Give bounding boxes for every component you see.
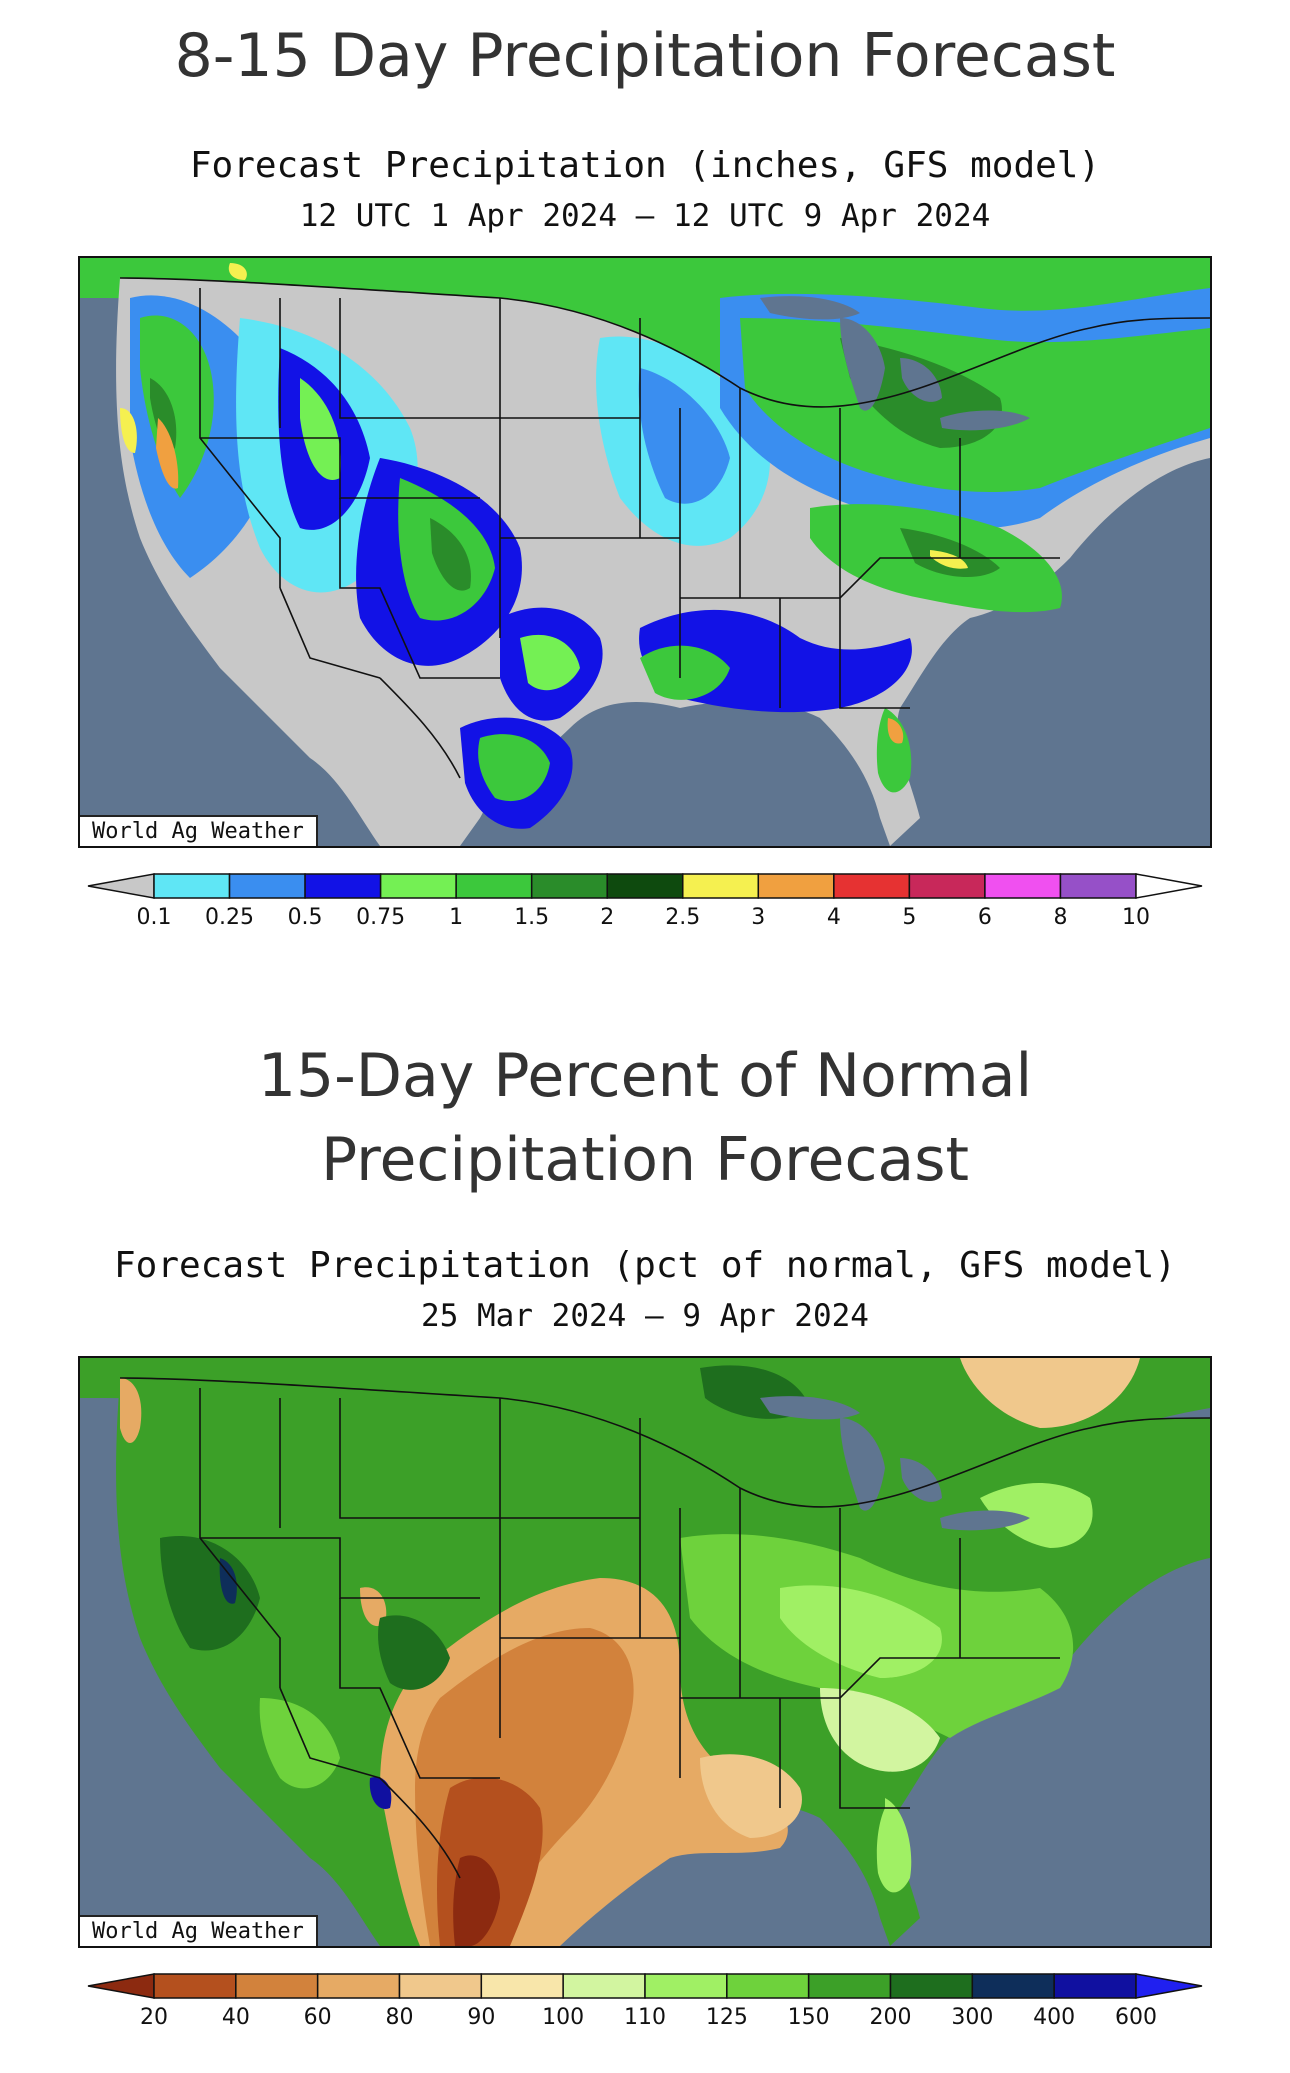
- legend2-labels: 20 40 60 80 90 100 110 125 150 200 300 400 600: [140, 2005, 1157, 2030]
- precip-forecast-map-image: [80, 258, 1210, 846]
- map1-legend-label: 6: [978, 905, 992, 930]
- map1-legend-label: 1: [449, 905, 463, 930]
- legend1-labels: 0.1 0.25 0.5 0.75 1 1.5 2 2.5 3 4 5 6 8 10: [137, 905, 1151, 930]
- map2-legend-label: 90: [467, 2005, 495, 2030]
- pct-normal-map-image: [80, 1358, 1210, 1946]
- map2-heading-dates: 25 Mar 2024 — 9 Apr 2024: [421, 1298, 869, 1334]
- map1-legend: 0.1 0.25 0.5 0.75 1 1.5 2 2.5 3 4 5 6 8 10: [87, 873, 1203, 934]
- map1-legend-label: 5: [902, 905, 916, 930]
- map1-legend-label: 0.75: [356, 905, 405, 930]
- map2-legend-arrow-right: [1135, 1973, 1203, 1999]
- map1-legend-label: 0.25: [205, 905, 254, 930]
- map2-heading: Forecast Precipitation (pct of normal, G…: [0, 1240, 1290, 1340]
- map2-heading-title: Forecast Precipitation (pct of normal, G…: [113, 1245, 1177, 1286]
- pct-normal-map: World Ag Weather: [78, 1356, 1212, 1948]
- map2-legend-label: 300: [951, 2005, 993, 2030]
- map1-legend-swatch: [530, 873, 608, 899]
- map2-legend-label: 110: [624, 2005, 666, 2030]
- section-title-pct-normal: 15-Day Percent of Normal Precipitation F…: [257, 1041, 1033, 1195]
- map1-heading-title: Forecast Precipitation (inches, GFS mode…: [189, 145, 1101, 186]
- map1-legend-label: 2.5: [665, 905, 700, 930]
- map2-legend-swatch: [398, 1973, 483, 1999]
- map2-legend: 20 40 60 80 90 100 110 125 150 200 300 400 600: [87, 1973, 1203, 2034]
- map1-legend-colorbar: 0.1 0.25 0.5 0.75 1 1.5 2 2.5 3 4 5 6 8 10: [87, 873, 1203, 930]
- map1-legend-label: 0.5: [288, 905, 323, 930]
- map2-legend-label: 125: [706, 2005, 748, 2030]
- precip-forecast-map: World Ag Weather: [78, 256, 1212, 848]
- map1-legend-swatch: [833, 873, 911, 899]
- map2-legend-colorbar: 20 40 60 80 90 100 110 125 150 200 300 400 600: [87, 1973, 1203, 2030]
- map1-legend-label: 10: [1122, 905, 1150, 930]
- legend2-bar: [87, 1973, 1203, 1999]
- map2-legend-label: 400: [1033, 2005, 1075, 2030]
- map1-legend-swatch: [984, 873, 1062, 899]
- map2-legend-swatch: [153, 1973, 237, 1999]
- map2-credit: World Ag Weather: [80, 1915, 318, 1946]
- map1-legend-swatch: [1059, 873, 1137, 899]
- map1-legend-swatch: [682, 873, 760, 899]
- map2-legend-label: 40: [222, 2005, 250, 2030]
- map2-legend-label: 100: [542, 2005, 584, 2030]
- map2-legend-label: 80: [386, 2005, 414, 2030]
- legend1-bar: [87, 873, 1203, 899]
- map2-legend-swatch: [889, 1973, 974, 1999]
- section-title-precip-forecast: 8-15 Day Precipitation Forecast: [174, 21, 1116, 91]
- map1-legend-swatch: [908, 873, 986, 899]
- map2-legend-swatch: [644, 1973, 728, 1999]
- map2-legend-swatch: [726, 1973, 810, 1999]
- map1-legend-label: 8: [1053, 905, 1067, 930]
- map2-legend-label: 150: [788, 2005, 830, 2030]
- map1-legend-swatch: [606, 873, 684, 899]
- map2-legend-swatch: [562, 1973, 646, 1999]
- map1-legend-swatch: [455, 873, 533, 899]
- map1-heading: Forecast Precipitation (inches, GFS mode…: [0, 140, 1290, 240]
- map2-legend-swatch: [316, 1973, 401, 1999]
- map1-legend-label: 0.1: [137, 905, 172, 930]
- map1-legend-swatch: [228, 873, 306, 899]
- map1-legend-label: 4: [827, 905, 841, 930]
- map2-legend-swatch: [235, 1973, 319, 1999]
- map2-legend-label: 600: [1115, 2005, 1157, 2030]
- map1-legend-swatch: [153, 873, 231, 899]
- map2-legend-label: 20: [140, 2005, 168, 2030]
- map2-legend-label: 60: [304, 2005, 332, 2030]
- map2-legend-arrow-left: [87, 1973, 155, 1999]
- map2-legend-swatch: [807, 1973, 892, 1999]
- map2-legend-swatch: [971, 1973, 1055, 1999]
- map2-legend-swatch: [1053, 1973, 1137, 1999]
- map1-legend-label: 1.5: [514, 905, 549, 930]
- map1-heading-dates: 12 UTC 1 Apr 2024 — 12 UTC 9 Apr 2024: [299, 198, 991, 234]
- map1-legend-label: 3: [751, 905, 765, 930]
- map1-credit: World Ag Weather: [80, 815, 318, 846]
- map1-legend-swatch: [304, 873, 382, 899]
- map2-legend-label: 200: [870, 2005, 912, 2030]
- map2-legend-swatch: [480, 1973, 564, 1999]
- map1-legend-arrow-left: [87, 873, 155, 899]
- map1-legend-swatch: [379, 873, 457, 899]
- map1-legend-swatch: [757, 873, 835, 899]
- map1-legend-arrow-right: [1135, 873, 1203, 899]
- map1-legend-label: 2: [600, 905, 614, 930]
